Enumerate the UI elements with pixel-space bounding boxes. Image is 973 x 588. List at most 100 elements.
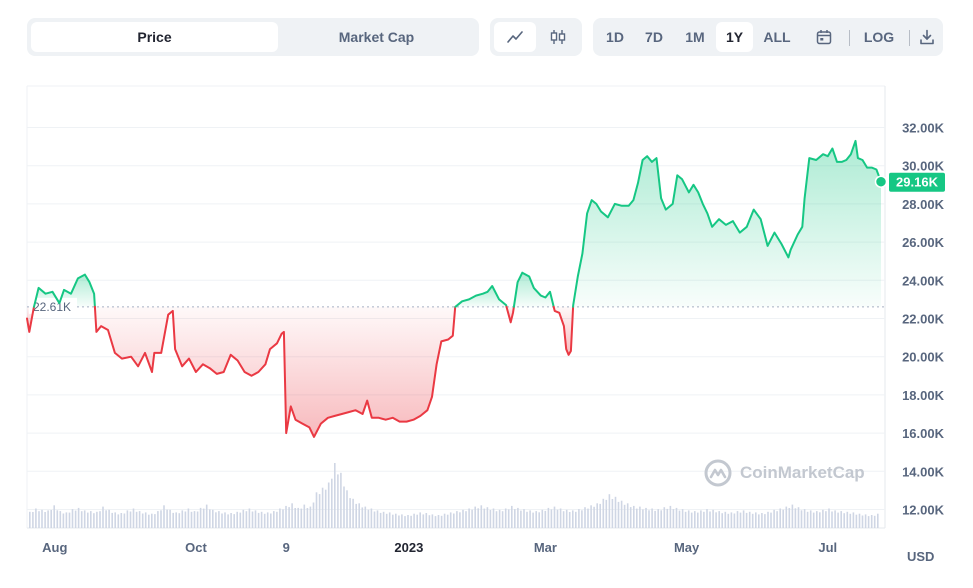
volume-bar [727,513,730,528]
volume-bar [413,513,415,528]
volume-bar [730,512,733,528]
volume-bar [93,513,95,528]
volume-bar [87,512,89,528]
candlestick-button[interactable] [538,22,578,52]
volume-bar [617,501,620,528]
volume-bar [449,512,452,528]
volume-bar [593,506,595,528]
volume-bar [47,510,49,528]
range-1y[interactable]: 1Y [716,22,753,52]
volume-bar [639,506,641,528]
price-line-up [33,273,96,308]
volume-bar [761,513,763,528]
y-tick-label: 26.00K [902,235,945,250]
volume-bar [410,515,412,528]
volume-bar [669,505,672,528]
volume-bar [453,513,455,528]
volume-bar [111,512,113,528]
volume-bar [629,507,632,528]
volume-bar [74,510,77,528]
download-button[interactable] [913,22,941,52]
volume-bar [712,509,714,528]
range-all[interactable]: ALL [763,29,791,45]
volume-bar [633,505,635,528]
volume-bar [715,512,717,528]
volume-bar [404,516,406,528]
volume-bar [797,507,800,528]
current-price-badge [889,172,945,192]
range-1d[interactable]: 1D [606,29,624,45]
volume-bar [477,508,479,528]
volume-bar [196,511,199,528]
tab-price[interactable]: Price [31,22,278,52]
area-below-baseline [94,306,456,437]
volume-bar [684,511,687,528]
volume-bar [108,509,110,528]
volume-bar [800,510,803,528]
volume-bar [50,510,52,528]
volume-bar [474,506,476,528]
volume-bar [785,506,788,528]
volume-bar [724,511,727,529]
volume-bar [550,509,553,528]
volume-bar [456,511,458,528]
calendar-icon [816,30,832,45]
volume-bar [270,513,272,528]
volume-bar [297,507,299,528]
volume-bar [840,511,842,528]
volume-bar [181,510,184,528]
volume-bar [590,505,592,529]
volume-bar [291,503,293,528]
volume-bar [614,496,617,528]
date-picker-button[interactable] [805,22,843,52]
volume-bar [648,510,650,528]
volume-bar [608,494,611,528]
volume-bar [471,509,473,528]
volume-bar [544,510,547,528]
volume-bar [205,504,208,528]
volume-bar [852,512,855,528]
volume-bar [779,508,781,528]
volume-bar [221,513,223,528]
volume-bar [791,504,794,528]
volume-bar [306,508,309,528]
volume-bar [77,507,80,528]
volume-bar [242,509,245,528]
tab-market-cap[interactable]: Market Cap [338,29,415,45]
volume-bar [141,513,144,528]
volume-bar [163,505,165,529]
y-tick-label: 14.00K [902,464,945,479]
volume-bar [401,514,403,529]
volume-bar [123,513,126,528]
volume-bar [440,515,443,528]
volume-bar [312,502,315,528]
range-1m[interactable]: 1M [685,29,705,45]
volume-bar [736,511,739,528]
range-7d[interactable]: 7D [645,29,663,45]
volume-bar [199,507,202,528]
volume-bar [709,511,711,528]
volume-bar [764,514,766,528]
volume-bar [492,508,495,528]
volume-bar [501,511,504,528]
volume-bar [663,507,666,528]
volume-bar [697,512,699,528]
volume-bar [873,515,876,528]
volume-bar [166,509,168,528]
volume-bar [266,512,269,528]
volume-bar [672,509,675,528]
volume-bar [80,511,83,528]
volume-bar [459,512,461,528]
volume-bar [346,490,348,528]
y-axis: 12.00K 14.00K 16.00K 18.00K 20.00K 22.00K 24.0… [902,121,945,518]
line-chart-button[interactable] [494,22,536,52]
volume-bar [288,507,290,528]
baseline-label-bg [29,297,77,314]
baseline-label: 22.61K [33,300,71,314]
log-scale-button[interactable]: LOG [863,29,895,45]
volume-bar [794,508,797,528]
grid-lines [26,85,886,529]
volume-bar [828,508,830,528]
volume-bar [806,511,809,528]
